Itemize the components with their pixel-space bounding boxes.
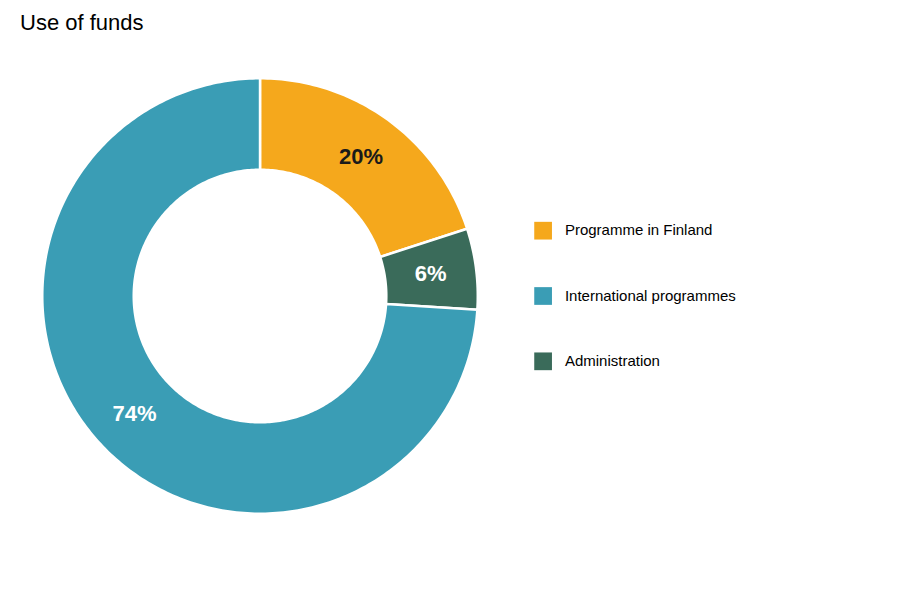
svg-text:74%: 74% <box>113 401 157 426</box>
html-text:Use of funds: Use of funds <box>20 10 144 35</box>
svg-text:6%: 6% <box>415 261 447 286</box>
svg-text:20%: 20% <box>339 144 383 169</box>
svg-text:Administration: Administration <box>565 352 660 369</box>
svg-text:Programme in Finland: Programme in Finland <box>565 221 713 238</box>
svg-text:International programmes: International programmes <box>565 287 736 304</box>
